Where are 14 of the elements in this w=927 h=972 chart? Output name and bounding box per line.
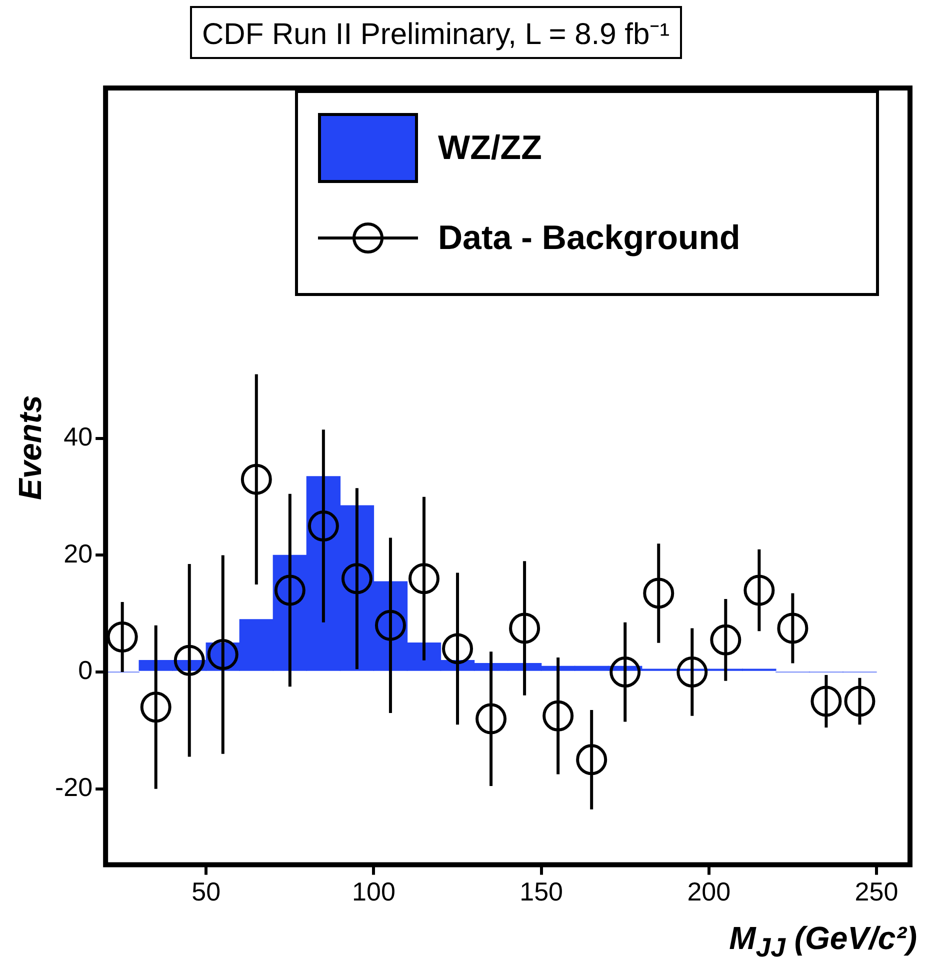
x-tick-label: 200 [687, 876, 731, 907]
x-tick-label: 150 [520, 876, 563, 907]
chart-title: CDF Run II Preliminary, L = 8.9 fb⁻¹ [190, 6, 682, 59]
y-tick-label: 20 [64, 538, 93, 568]
y-axis-title: Events [12, 395, 49, 500]
x-tick-label: 50 [192, 876, 221, 907]
x-tick-label: 250 [854, 876, 898, 907]
x-axis-title: M$_{JJ}$ (GeV/c²) [729, 920, 917, 964]
legend-label: WZ/ZZ [438, 128, 542, 168]
legend-label: Data - Background [438, 218, 740, 258]
y-tick-label: -20 [55, 772, 93, 802]
y-tick-label: 40 [64, 422, 93, 452]
x-tick-label: 100 [352, 876, 396, 907]
y-tick-label: 0 [78, 655, 93, 686]
